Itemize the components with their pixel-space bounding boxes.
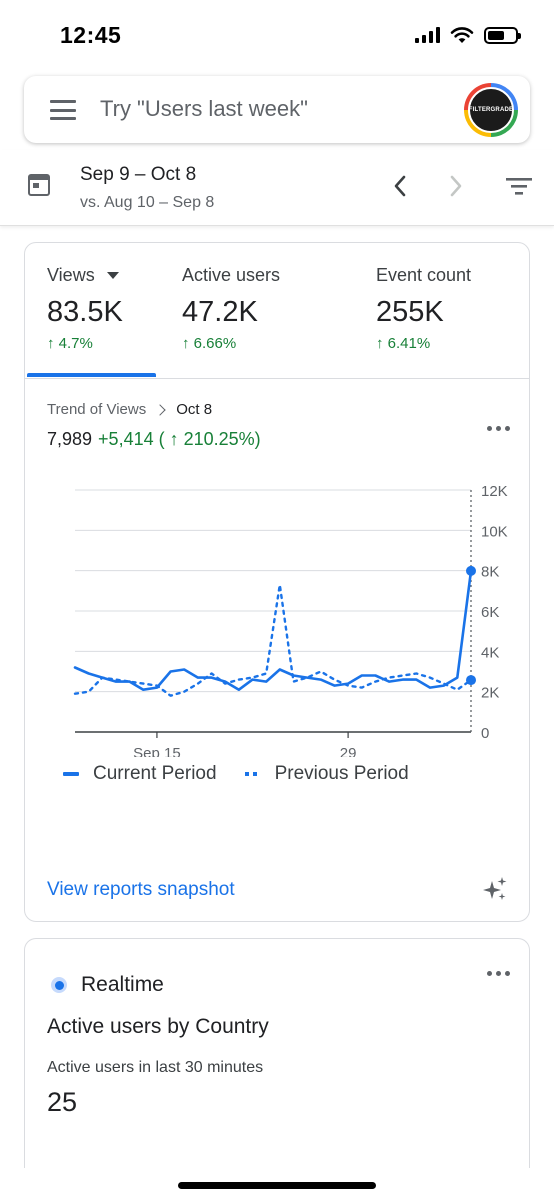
series-line-previous <box>73 583 473 697</box>
search-bar[interactable]: Try "Users last week" FILTERGRADE <box>24 76 530 143</box>
metric-change: ↑ 4.7% <box>47 335 93 352</box>
metric-label: Active users <box>182 265 281 285</box>
metric-value: 83.5K <box>47 296 123 328</box>
metric-label: Views <box>47 265 95 285</box>
home-indicator <box>178 1182 376 1189</box>
metrics-tabs: Views 83.5K ↑ 4.7% Active users 47.2K ↑ … <box>25 243 529 379</box>
menu-icon[interactable] <box>50 100 76 120</box>
caret-down-icon[interactable] <box>106 272 119 279</box>
more-options-icon[interactable] <box>487 971 511 977</box>
trend-delta: +5,414 ( ↑ 210.25%) <box>98 429 261 449</box>
metric-label: Event count <box>376 265 472 285</box>
search-input[interactable]: Try "Users last week" <box>100 96 308 121</box>
trend-total: 7,989 <box>47 429 93 449</box>
y-tick-label: 12K <box>481 483 508 500</box>
date-range-compare: vs. Aug 10 – Sep 8 <box>80 194 215 211</box>
legend-solid-swatch <box>63 772 79 776</box>
status-icons <box>415 26 521 44</box>
more-options-icon[interactable] <box>487 426 511 432</box>
y-tick-label: 4K <box>481 644 499 661</box>
metrics-card: Views 83.5K ↑ 4.7% Active users 47.2K ↑ … <box>24 242 530 922</box>
legend-dashed-swatch <box>244 772 261 776</box>
metric-change: ↑ 6.41% <box>376 335 431 352</box>
active-tab-indicator <box>27 373 156 377</box>
chevron-left-icon[interactable] <box>388 172 412 200</box>
sparkle-icon[interactable] <box>481 875 509 903</box>
battery-icon <box>484 26 521 44</box>
chart-legend: Current Period Previous Period <box>63 763 409 785</box>
y-tick-label: 2K <box>481 685 499 702</box>
trend-chart: 0 2K 4K 6K 8K 10K 12K Sep 15 29 <box>73 483 508 757</box>
trend-label: Trend of Views <box>47 401 147 418</box>
y-tick-label: 0 <box>481 725 489 742</box>
legend-label: Current Period <box>93 763 217 784</box>
endpoint-previous <box>466 675 476 686</box>
cellular-signal-icon <box>415 27 440 43</box>
x-tick-label: Sep 15 <box>133 745 181 757</box>
endpoint-current <box>466 565 476 576</box>
trend-date: Oct 8 <box>176 401 213 418</box>
y-tick-label: 6K <box>481 604 499 621</box>
tab-views[interactable]: Views 83.5K ↑ 4.7% <box>47 265 123 352</box>
trend-breadcrumb: Trend of Views Oct 8 <box>47 401 212 418</box>
series-line-current <box>73 569 473 691</box>
legend-item-current: Current Period <box>63 763 217 785</box>
avatar[interactable]: FILTERGRADE <box>464 83 518 137</box>
legend-item-previous: Previous Period <box>244 763 409 785</box>
realtime-subtitle: Active users in last 30 minutes <box>47 1059 264 1076</box>
calendar-icon[interactable] <box>28 174 50 196</box>
x-tick-label: 29 <box>340 745 357 757</box>
wifi-icon <box>450 27 474 43</box>
realtime-header: Realtime <box>51 973 164 997</box>
view-reports-snapshot-link[interactable]: View reports snapshot <box>47 879 235 900</box>
status-time: 12:45 <box>60 22 122 48</box>
status-bar: 12:45 <box>0 0 554 70</box>
y-tick-label: 8K <box>481 564 499 581</box>
realtime-title: Active users by Country <box>47 1015 269 1038</box>
chevron-right-icon[interactable] <box>444 172 468 200</box>
date-range-bar: Sep 9 – Oct 8 vs. Aug 10 – Sep 8 <box>0 150 554 226</box>
realtime-active-users-value: 25 <box>47 1087 78 1117</box>
metric-value: 255K <box>376 296 444 328</box>
realtime-label: Realtime <box>81 973 164 996</box>
legend-label: Previous Period <box>274 763 409 784</box>
tab-event-count[interactable]: Event count 255K ↑ 6.41% <box>376 265 471 352</box>
date-range-current[interactable]: Sep 9 – Oct 8 <box>80 164 197 185</box>
live-dot-icon <box>51 977 67 993</box>
y-tick-label: 10K <box>481 523 508 540</box>
chevron-right-icon <box>154 403 166 416</box>
realtime-card: Realtime Active users by Country Active … <box>24 938 530 1168</box>
avatar-logo-text: FILTERGRADE <box>468 107 514 113</box>
trend-values: 7,989 +5,414 ( ↑ 210.25%) <box>47 429 261 450</box>
metric-change: ↑ 6.66% <box>182 335 237 352</box>
filter-icon[interactable] <box>506 176 532 196</box>
tab-active-users[interactable]: Active users 47.2K ↑ 6.66% <box>182 265 280 352</box>
metric-value: 47.2K <box>182 296 258 328</box>
